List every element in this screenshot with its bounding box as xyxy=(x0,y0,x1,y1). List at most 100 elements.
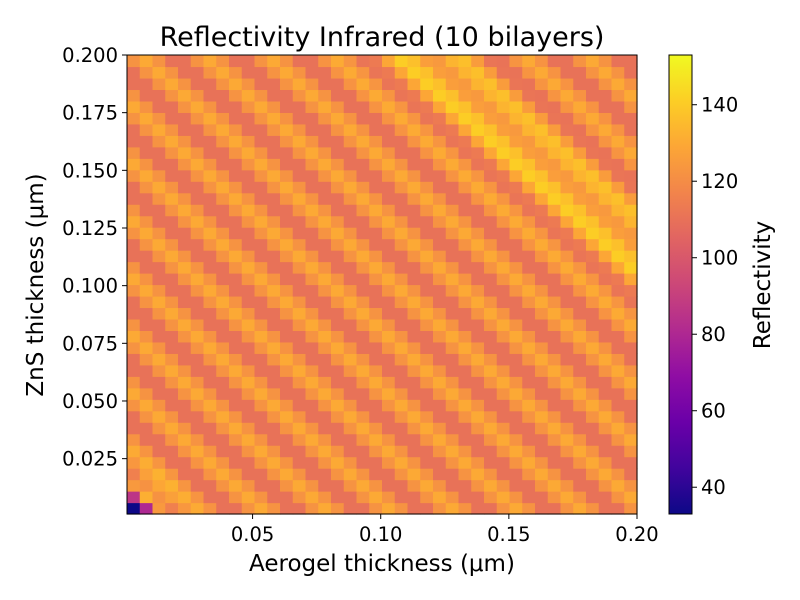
heatmap-cell xyxy=(203,433,217,446)
heatmap-cell xyxy=(152,479,166,492)
heatmap-cell xyxy=(152,307,166,320)
heatmap-cell xyxy=(394,123,409,136)
heatmap-cell xyxy=(280,318,294,331)
heatmap-cell xyxy=(547,284,562,297)
heatmap-cell xyxy=(484,364,498,377)
heatmap xyxy=(127,55,638,515)
heatmap-cell xyxy=(178,410,192,423)
heatmap-cell xyxy=(190,445,205,458)
heatmap-cell xyxy=(445,410,460,423)
heatmap-cell xyxy=(445,318,460,331)
heatmap-cell xyxy=(458,89,472,102)
heatmap-cell xyxy=(305,433,319,446)
heatmap-cell xyxy=(496,295,511,309)
heatmap-cell xyxy=(190,135,205,148)
heatmap-cell xyxy=(496,261,511,274)
heatmap-cell xyxy=(598,468,613,481)
heatmap-cell xyxy=(165,284,179,297)
heatmap-cell xyxy=(254,55,268,68)
heatmap-cell xyxy=(305,307,319,320)
heatmap-cell xyxy=(280,479,294,492)
heatmap-cell xyxy=(216,100,230,113)
heatmap-cell xyxy=(445,284,460,297)
heatmap-cell xyxy=(624,445,638,458)
heatmap-cell xyxy=(433,456,447,469)
heatmap-cell xyxy=(127,146,141,159)
heatmap-cell xyxy=(598,422,613,435)
heatmap-cell xyxy=(445,387,460,400)
heatmap-cell xyxy=(267,169,281,182)
heatmap-cell xyxy=(178,77,192,91)
heatmap-cell xyxy=(586,146,600,159)
heatmap-cell xyxy=(216,364,230,377)
heatmap-cell xyxy=(445,353,460,366)
heatmap-cell xyxy=(254,146,268,159)
heatmap-cell xyxy=(560,376,574,389)
heatmap-cell xyxy=(241,330,256,343)
heatmap-cell xyxy=(369,318,383,331)
heatmap-cell xyxy=(254,445,268,458)
heatmap-cell xyxy=(586,491,600,504)
heatmap-cell xyxy=(190,364,205,377)
heatmap-cell xyxy=(331,66,345,79)
heatmap-cell xyxy=(484,491,498,504)
heatmap-cell xyxy=(407,502,421,515)
heatmap-cell xyxy=(152,410,166,423)
heatmap-cell xyxy=(560,192,574,205)
heatmap-cell xyxy=(509,204,523,217)
heatmap-cell xyxy=(318,295,332,309)
heatmap-cell xyxy=(356,146,370,159)
heatmap-cell xyxy=(152,238,166,251)
heatmap-cell xyxy=(318,250,332,263)
heatmap-cell xyxy=(139,502,154,515)
heatmap-cell xyxy=(318,123,332,136)
heatmap-cell xyxy=(458,353,472,366)
heatmap-cell xyxy=(522,353,536,366)
heatmap-cell xyxy=(458,422,472,435)
heatmap-cell xyxy=(611,468,625,481)
heatmap-cell xyxy=(267,112,281,125)
heatmap-cell xyxy=(280,330,294,343)
heatmap-cell xyxy=(369,215,383,228)
heatmap-cell xyxy=(241,445,256,458)
heatmap-cell xyxy=(598,158,613,171)
heatmap-cell xyxy=(535,100,549,113)
heatmap-cell xyxy=(433,158,447,171)
heatmap-cell xyxy=(611,399,625,412)
heatmap-cell xyxy=(139,77,154,91)
heatmap-cell xyxy=(280,55,294,68)
heatmap-cell xyxy=(343,123,358,136)
heatmap-cell xyxy=(229,112,243,125)
heatmap-cell xyxy=(305,479,319,492)
heatmap-cell xyxy=(611,181,625,194)
heatmap-cell xyxy=(445,215,460,228)
heatmap-cell xyxy=(203,399,217,412)
heatmap-cell xyxy=(369,433,383,446)
heatmap-cell xyxy=(547,181,562,194)
heatmap-cell xyxy=(241,261,256,274)
heatmap-cell xyxy=(178,146,192,159)
heatmap-cell xyxy=(560,468,574,481)
heatmap-cell xyxy=(229,227,243,240)
heatmap-cell xyxy=(547,491,562,504)
heatmap-cell xyxy=(178,307,192,320)
heatmap-cell xyxy=(611,77,625,91)
heatmap-cell xyxy=(178,250,192,263)
heatmap-cell xyxy=(254,479,268,492)
heatmap-cell xyxy=(178,502,192,515)
heatmap-cell xyxy=(165,55,179,68)
heatmap-cell xyxy=(127,181,141,194)
heatmap-cell xyxy=(229,479,243,492)
heatmap-cell xyxy=(331,318,345,331)
heatmap-cell xyxy=(216,341,230,354)
heatmap-cell xyxy=(356,66,370,79)
heatmap-cell xyxy=(598,491,613,504)
heatmap-cell xyxy=(433,502,447,515)
heatmap-cell xyxy=(203,479,217,492)
heatmap-cell xyxy=(343,341,358,354)
heatmap-cell xyxy=(458,123,472,136)
heatmap-cell xyxy=(407,89,421,102)
heatmap-cell xyxy=(165,146,179,159)
heatmap-cell xyxy=(598,399,613,412)
heatmap-cell xyxy=(165,192,179,205)
